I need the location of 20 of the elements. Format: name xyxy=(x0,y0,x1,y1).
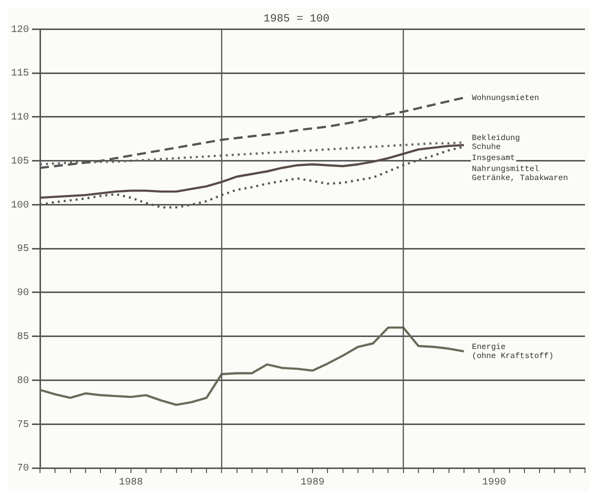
series-label: Bekleidung Schuhe xyxy=(472,134,520,152)
x-tick-label: 1990 xyxy=(482,478,506,489)
y-tick-label: 95 xyxy=(16,244,30,256)
y-tick-label: 90 xyxy=(16,288,30,300)
x-tick-label: 1988 xyxy=(118,478,143,489)
y-tick-label: 100 xyxy=(10,200,30,212)
series-label: Energie (ohne Kraftstoff) xyxy=(472,342,554,361)
text: Nahrungsmittel Getränke, Tabakwaren xyxy=(472,165,568,184)
y-tick-label: 120 xyxy=(10,24,30,36)
y-tick-label: 110 xyxy=(10,112,30,124)
y-tick-label: 80 xyxy=(16,376,30,387)
series-label: Wohnungsmieten xyxy=(472,94,540,103)
chart-title: 1985 = 100 xyxy=(263,14,330,26)
x-tick-label: 1989 xyxy=(300,478,325,489)
y-tick-label: 115 xyxy=(10,68,30,80)
y-tick-label: 105 xyxy=(10,156,30,168)
y-tick-label: 70 xyxy=(16,464,30,475)
series-label: Insgesamt xyxy=(472,154,516,164)
y-tick-label: 75 xyxy=(16,420,30,431)
y-tick-label: 85 xyxy=(16,332,30,343)
